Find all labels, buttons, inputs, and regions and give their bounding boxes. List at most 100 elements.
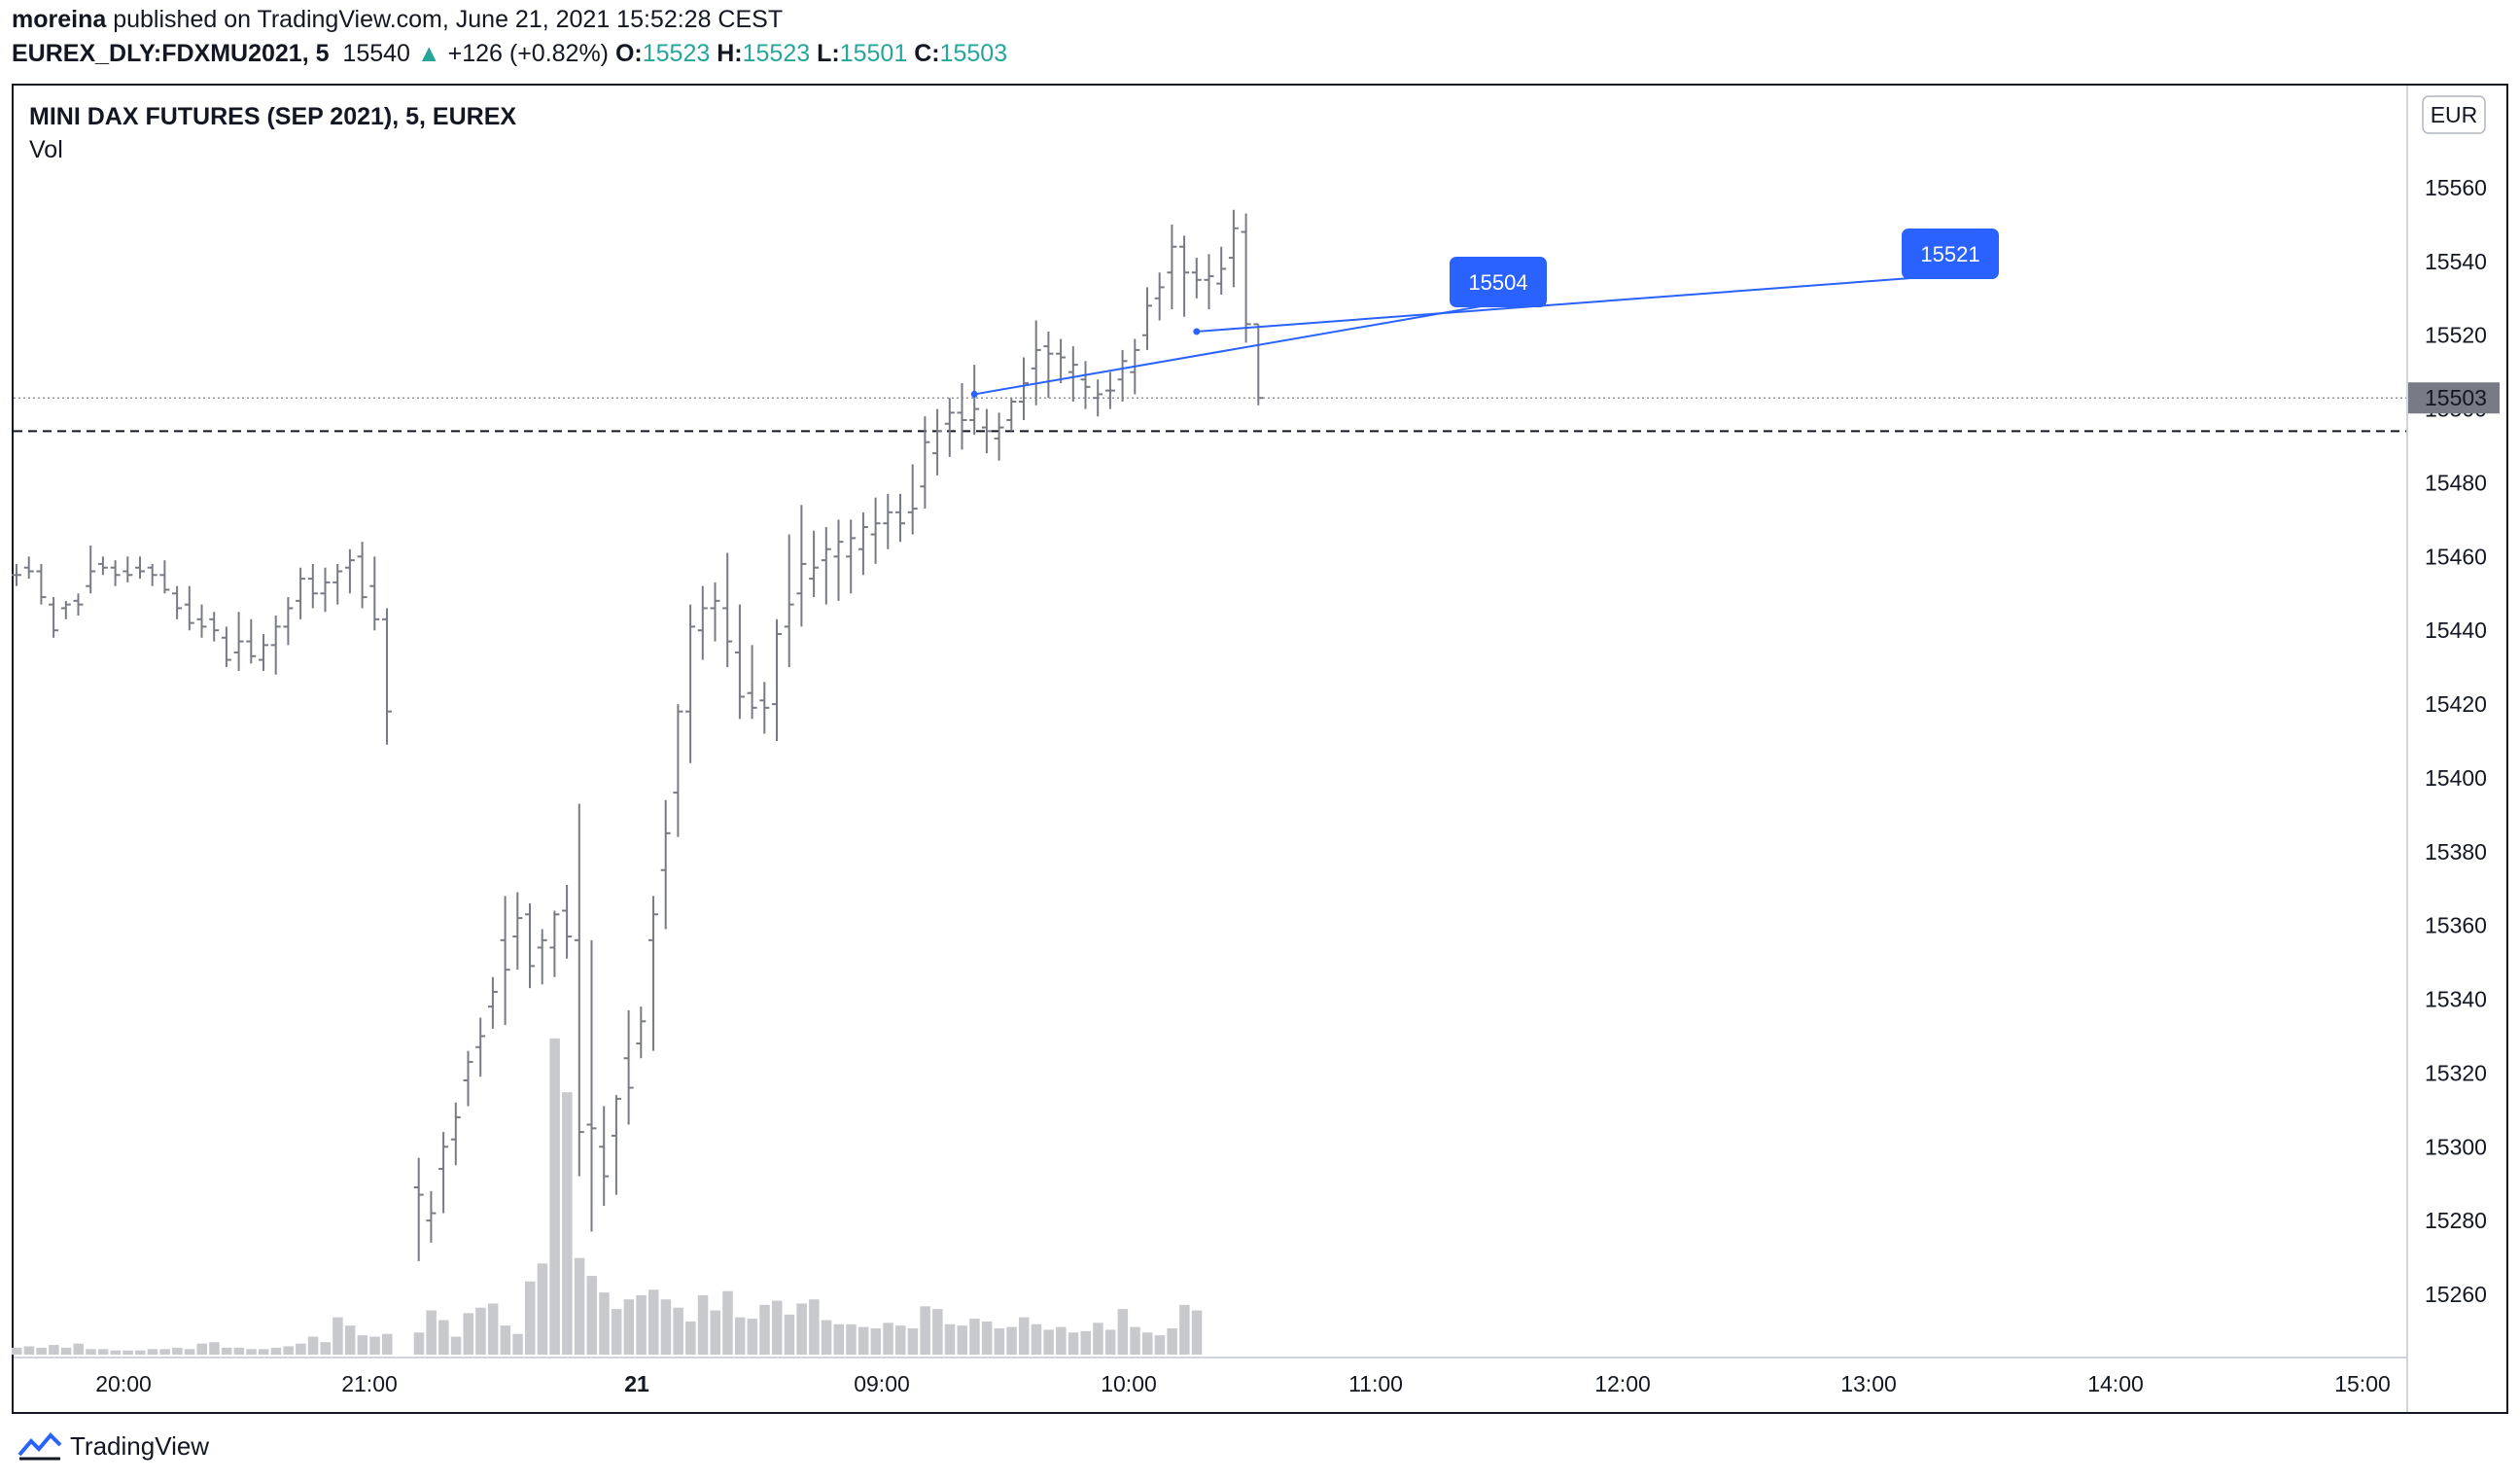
volume-bar (450, 1336, 462, 1355)
price-tick-label: 15420 (2425, 691, 2487, 717)
tradingview-logo[interactable]: TradingView (18, 1429, 209, 1463)
ohlc-bar (73, 593, 84, 617)
currency-badge: EUR (2422, 95, 2486, 134)
ohlc-bar (525, 902, 535, 989)
ohlc-bar (697, 585, 708, 660)
open-label: O: (614, 40, 643, 67)
ohlc-bar (969, 365, 980, 436)
callout-pointer (974, 302, 1499, 396)
volume-bar (1167, 1328, 1177, 1355)
price-tick-label: 15380 (2425, 839, 2487, 864)
currency-badge-box (2422, 95, 2486, 134)
volume-bar (147, 1349, 158, 1355)
price-callout: 15504 (970, 257, 1547, 398)
ohlc-bar (747, 645, 757, 720)
ohlc-bar (487, 976, 498, 1029)
volume-bar (883, 1323, 893, 1355)
volume-bar (12, 1347, 22, 1355)
price-tick-label: 15400 (2425, 765, 2487, 791)
volume-bar (685, 1321, 696, 1355)
author-name[interactable]: moreina (12, 6, 107, 33)
volume-bar (895, 1325, 906, 1355)
price-tick-label: 15540 (2425, 249, 2487, 274)
volume-bar (110, 1350, 122, 1355)
ohlc-bar (184, 585, 194, 631)
volume-bar (747, 1319, 758, 1355)
volume-bar (562, 1092, 573, 1355)
volume-bar (259, 1349, 269, 1355)
volume-bar (97, 1349, 109, 1355)
price-tick-label: 15280 (2425, 1208, 2487, 1233)
time-tick-label: 21 (624, 1371, 649, 1396)
ohlc-bar (86, 545, 96, 594)
volume-bar (36, 1347, 47, 1355)
ohlc-bar (846, 519, 857, 594)
volume-bar (722, 1290, 733, 1355)
volume-bar (369, 1336, 380, 1355)
ohlc-bar (1142, 287, 1152, 350)
ohlc-bar (1204, 254, 1214, 310)
published-text: published on TradingView.com, June 21, 2… (113, 6, 784, 33)
volume-bar (586, 1276, 597, 1355)
ohlc-bar (426, 1190, 437, 1243)
price-tick-label: 15520 (2425, 323, 2487, 348)
ohlc-bar (574, 803, 584, 1177)
volume-bar (1031, 1323, 1042, 1355)
low-value: 15501 (839, 40, 908, 67)
ohlc-bar (784, 534, 794, 668)
price-tick-label: 15260 (2425, 1282, 2487, 1307)
ohlc-bar (944, 398, 955, 457)
ohlc-bar (586, 939, 597, 1232)
ohlc-bar (500, 896, 510, 1026)
volume-legend: Vol (29, 136, 63, 163)
callout-box (1902, 229, 1999, 279)
volume-bar (821, 1320, 832, 1355)
ohlc-bar (296, 567, 306, 619)
ohlc-bar (1019, 357, 1029, 420)
ohlc-bar (221, 626, 231, 668)
volume-bar (23, 1346, 35, 1355)
volume-bar (870, 1328, 882, 1355)
volume-bar (320, 1342, 331, 1355)
ohlc-bar (1056, 338, 1067, 384)
volume-bar (537, 1263, 548, 1355)
volume-bar (648, 1289, 659, 1355)
volume-bar (332, 1317, 343, 1355)
ohlc-bar (907, 464, 918, 535)
ohlc-bar (895, 493, 905, 543)
ohlc-bar (623, 1009, 634, 1125)
ohlc-bar (1154, 272, 1165, 321)
ohlc-bar (12, 563, 21, 586)
ohlc-bar (357, 542, 368, 609)
ohlc-bar (673, 704, 683, 837)
ohlc-bar (734, 604, 745, 720)
ohlc-bar (1167, 224, 1177, 310)
ohlc-bar (270, 616, 281, 675)
volume-bar (1080, 1330, 1091, 1355)
volume-bar (159, 1349, 170, 1355)
chart-frame (12, 84, 2508, 1414)
volume-bar (697, 1294, 709, 1355)
volume-bar (60, 1347, 72, 1355)
ohlc-bar (858, 512, 868, 576)
volume-bar (994, 1328, 1005, 1355)
ohlc-bar (1093, 379, 1103, 417)
ohlc-bar (1253, 323, 1264, 406)
time-tick-label: 14:00 (2087, 1371, 2144, 1396)
volume-bar (784, 1314, 795, 1355)
ohlc-bar (97, 556, 108, 576)
ohlc-bar (344, 548, 355, 594)
price-axis: 15260 15280 15300 15320 15340 15360 15380 15400… (2406, 86, 2500, 1412)
volume-bar (759, 1304, 770, 1355)
currency-label: EUR (2431, 102, 2478, 127)
volume-bar (426, 1310, 437, 1355)
callout-label: 15521 (1920, 242, 1979, 266)
ohlc-bar (413, 1157, 424, 1261)
ohlc-bar (49, 597, 59, 638)
ohlc-bar (1179, 235, 1190, 317)
time-tick-label: 10:00 (1101, 1371, 1157, 1396)
ohlc-bar (870, 497, 881, 564)
ohlc-bar (648, 896, 658, 1051)
volume-bar (172, 1347, 183, 1355)
